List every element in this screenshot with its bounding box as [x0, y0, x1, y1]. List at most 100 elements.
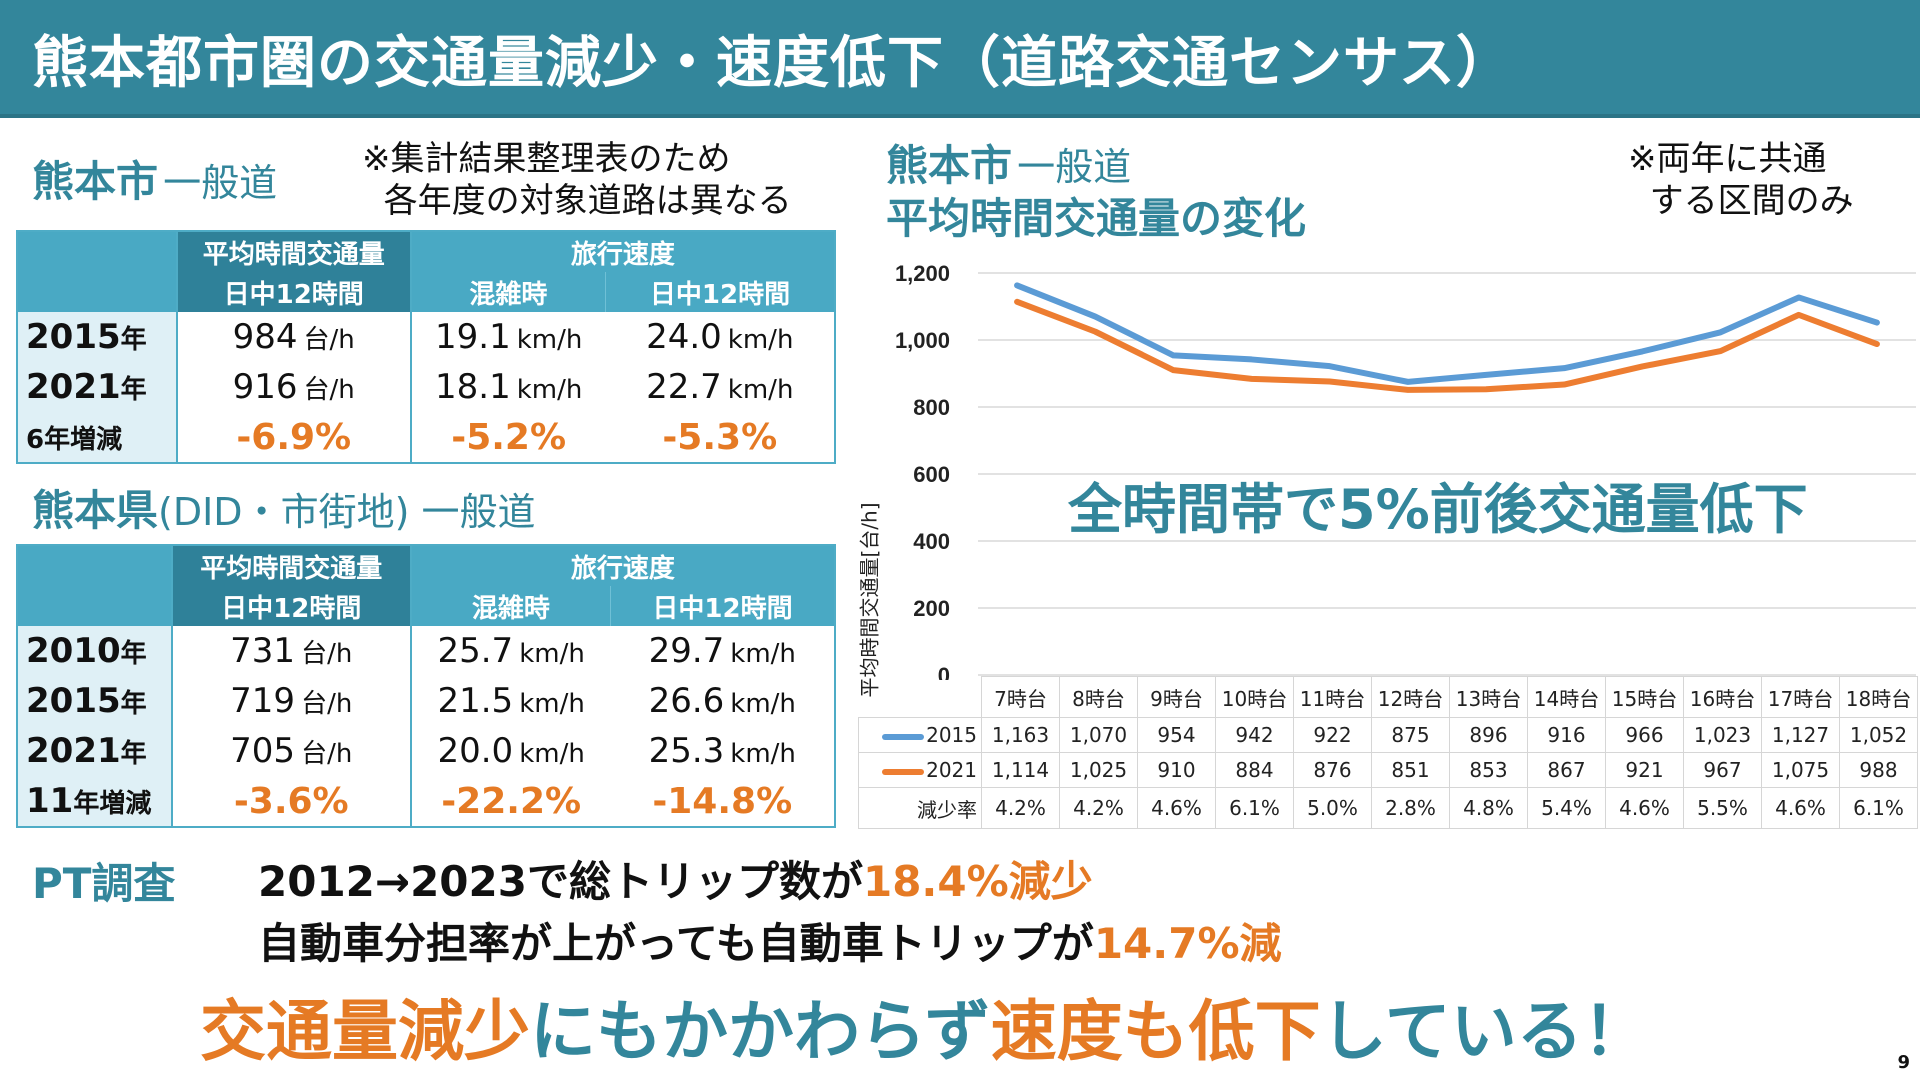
series-lines [1014, 282, 1880, 393]
page-title: 熊本都市圏の交通量減少・速度低下（道路交通センサス） [32, 31, 1513, 96]
y-tick-label: 400 [913, 529, 950, 554]
series-line-2015 [1014, 282, 1880, 385]
x-category-label: 15時台 [1605, 676, 1684, 718]
data-value-2015: 875 [1371, 717, 1450, 753]
daytime-change: -5.3% [662, 416, 778, 458]
legend-swatch-2015 [882, 733, 925, 740]
x-category-label: 17時台 [1761, 676, 1840, 718]
pt-line-1: 2012→2023で総トリップ数が18.4%減少 [258, 857, 1093, 906]
data-value-2021: 988 [1839, 752, 1918, 788]
y-tick-label: 600 [913, 462, 950, 487]
city-section-title: 熊本市 一般道 [32, 148, 277, 209]
data-value-2015: 966 [1605, 717, 1684, 753]
x-category-label: 11時台 [1293, 676, 1372, 718]
daytime-speed-cell: 22.7 km/h [646, 367, 794, 407]
volume-cell: 719 台/h [170, 676, 411, 726]
chart-title-line2: 平均時間交通量の変化 [886, 185, 1306, 246]
chart-title-main: 熊本市 [886, 141, 1013, 190]
congested-speed-cell: 19.1 km/h [409, 312, 606, 362]
congested-speed-cell: 20.0 km/h [409, 726, 611, 776]
chart-title: 平均時間交通量の変化 [886, 194, 1307, 243]
reduction-label: 減少率 [858, 787, 982, 829]
x-category-label: 9時台 [1137, 676, 1216, 718]
x-category-label: 12時台 [1371, 676, 1450, 718]
volume-cell: 916 台/h [175, 362, 411, 412]
city-header-speed: 旅行速度 [409, 231, 835, 272]
city-note: ※集計結果整理表のため 各年度の対象道路は異なる [362, 139, 792, 221]
x-category-label: 10時台 [1215, 676, 1294, 718]
data-value-2015: 922 [1293, 717, 1372, 753]
table-row: 2015年 719 台/h 21.5 km/h 26.6 km/h [17, 676, 835, 726]
volume-change: -6.9% [175, 412, 411, 463]
pt-car-trip-change: 14.7%減 [1093, 919, 1282, 968]
congested-change: -5.2% [409, 412, 606, 463]
legend-2021: 2021 [858, 752, 982, 788]
legend-corner [858, 676, 982, 718]
volume-cell: 984 台/h [175, 312, 411, 362]
line-chart: 0 200 400 600 800 1,000 1,200 [895, 261, 1916, 680]
city-sub-congested: 混雑時 [409, 272, 606, 312]
y-tick-label: 1,200 [895, 261, 950, 286]
daytime-speed-cell: 24.0 km/h [646, 317, 794, 357]
x-category-label: 7時台 [981, 676, 1060, 718]
volume-change: -3.6% [170, 776, 411, 827]
daytime-speed-cell: 25.3 km/h [648, 731, 796, 771]
pt-survey-label: PT調査 [32, 859, 176, 908]
legend-2015: 2015 [858, 717, 982, 753]
pref-header-volume: 平均時間交通量 [170, 545, 411, 586]
congested-speed-cell: 25.7 km/h [409, 626, 611, 676]
city-title-sub: 一般道 [163, 161, 278, 205]
pref-header-speed: 旅行速度 [409, 545, 835, 586]
change-label: 6年増減 [17, 412, 177, 463]
city-sub-volume: 日中12時間 [175, 272, 411, 312]
data-value-2015: 916 [1527, 717, 1606, 753]
daytime-change: -14.8% [652, 780, 793, 822]
pref-title-main: 熊本県 [32, 486, 159, 535]
pref-sub-daytime: 日中12時間 [609, 586, 835, 626]
reduction-rate: 4.6% [1137, 787, 1216, 829]
row-label: 2021年 [17, 726, 172, 776]
data-value-2015: 1,127 [1761, 717, 1840, 753]
reduction-rate: 5.0% [1293, 787, 1372, 829]
pref-table: 平均時間交通量 旅行速度 日中12時間 混雑時 日中12時間 2010年 731… [16, 544, 836, 828]
data-value-2015: 1,052 [1839, 717, 1918, 753]
congested-speed-cell: 21.5 km/h [409, 676, 611, 726]
data-value-2021: 1,114 [981, 752, 1060, 788]
y-tick-label: 0 [938, 663, 950, 680]
data-value-2021: 867 [1527, 752, 1606, 788]
city-title-main: 熊本市 [32, 157, 159, 206]
y-tick-label: 200 [913, 596, 950, 621]
y-tick-label: 1,000 [895, 328, 950, 353]
conclusion: 交通量減少にもかかわらず速度も低下している！ [200, 993, 1649, 1070]
data-value-2021: 1,025 [1059, 752, 1138, 788]
gridlines [978, 272, 1916, 676]
change-row: 11年増減 -3.6% -22.2% -14.8% [17, 776, 835, 827]
y-tick-label: 800 [913, 395, 950, 420]
pref-title-sub: (DID・市街地) 一般道 [158, 490, 536, 534]
reduction-rate: 5.4% [1527, 787, 1606, 829]
data-value-2021: 921 [1605, 752, 1684, 788]
city-table-corner [17, 231, 177, 312]
pref-sub-volume: 日中12時間 [170, 586, 411, 626]
chart-section-title: 熊本市 一般道 [886, 132, 1131, 193]
pt-total-trip-change: 18.4%減少 [862, 857, 1093, 906]
pref-sub-congested: 混雑時 [409, 586, 611, 626]
reduction-rate: 4.8% [1449, 787, 1528, 829]
daytime-speed-cell: 29.7 km/h [648, 631, 796, 671]
x-category-label: 13時台 [1449, 676, 1528, 718]
city-header-volume: 平均時間交通量 [175, 231, 411, 272]
data-value-2021: 1,075 [1761, 752, 1840, 788]
change-row: 6年増減 -6.9% -5.2% -5.3% [17, 412, 835, 463]
chart-data-table: 7時台 8時台 9時台 10時台 11時台 12時台 13時台 14時台 15時台 16時台 17時… [858, 676, 1918, 829]
pref-section-title: 熊本県(DID・市街地) 一般道 [32, 477, 535, 538]
page-number: 9 [1897, 1052, 1910, 1073]
congested-change: -22.2% [409, 776, 611, 827]
row-label: 2010年 [17, 626, 172, 676]
table-row: 2021年 705 台/h 20.0 km/h 25.3 km/h [17, 726, 835, 776]
city-table: 平均時間交通量 旅行速度 日中12時間 混雑時 日中12時間 2015年 984… [16, 230, 836, 464]
reduction-rate: 4.6% [1605, 787, 1684, 829]
row-label: 2015年 [17, 676, 172, 726]
data-value-2021: 851 [1371, 752, 1450, 788]
reduction-rate: 4.6% [1761, 787, 1840, 829]
daytime-speed-cell: 26.6 km/h [648, 681, 796, 721]
